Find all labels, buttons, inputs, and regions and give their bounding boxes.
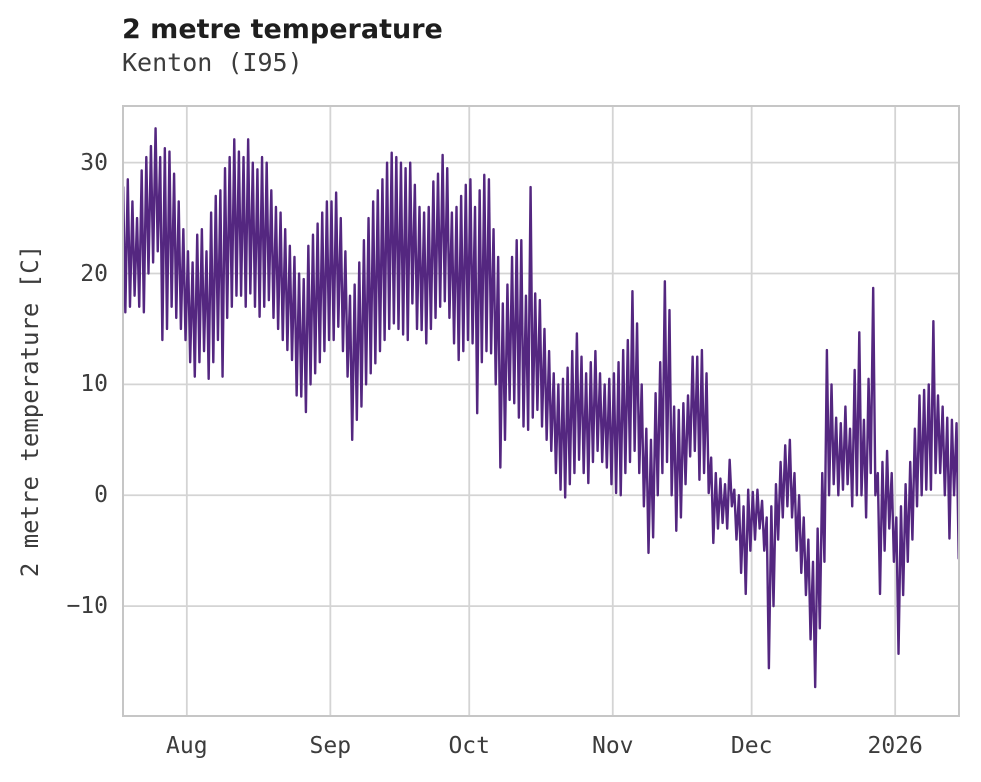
y-tick-label: 20 <box>80 260 108 287</box>
temperature-line-chart <box>122 105 960 717</box>
plot-border <box>122 105 960 717</box>
y-axis-label: 2 metre temperature [C] <box>16 244 44 578</box>
x-tick-label: Dec <box>730 733 773 759</box>
x-tick-label: 2026 <box>867 733 923 759</box>
chart-header: 2 metre temperature Kenton (I95) <box>122 14 443 78</box>
x-tick-label: Aug <box>166 733 208 759</box>
y-tick-label: −10 <box>66 593 108 620</box>
plot-area <box>122 105 960 717</box>
x-tick-label: Nov <box>591 733 634 759</box>
chart-subtitle: Kenton (I95) <box>122 48 303 78</box>
chart-title: 2 metre temperature <box>122 14 443 45</box>
y-tick-label: 10 <box>80 371 108 398</box>
y-tick-label: 30 <box>80 149 108 176</box>
x-tick-label: Sep <box>309 733 352 759</box>
temperature-series-line <box>122 127 960 689</box>
x-tick-label: Oct <box>448 733 491 759</box>
y-tick-label: 0 <box>94 482 108 509</box>
